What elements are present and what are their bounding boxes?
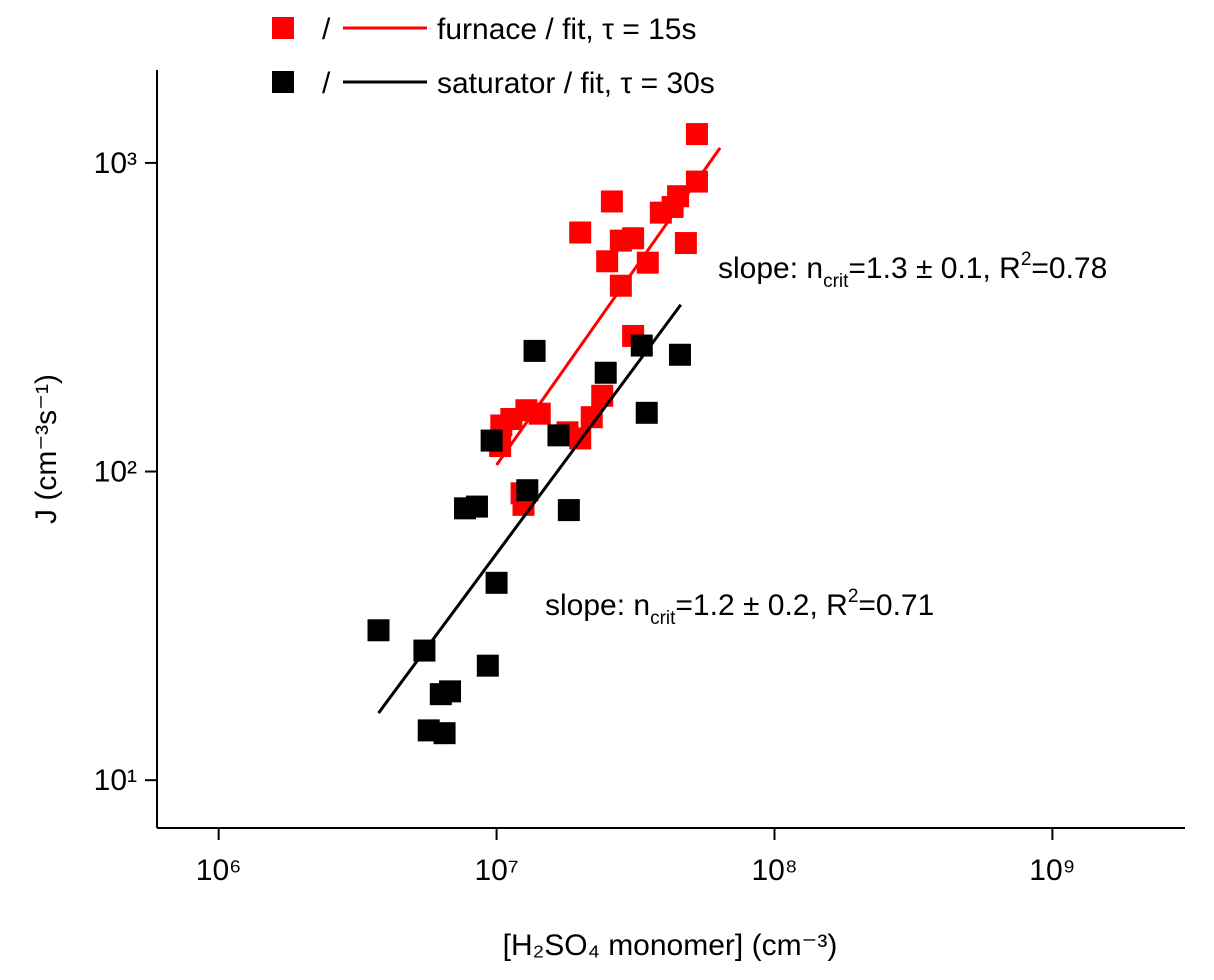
marker [635, 401, 658, 424]
annotation-part: crit [650, 608, 676, 629]
marker [596, 250, 619, 273]
marker [580, 406, 603, 429]
fit-line [377, 303, 682, 714]
marker [476, 654, 499, 677]
annotation: slope: ncrit=1.2 ± 0.2, R2=0.71 [545, 586, 934, 629]
annotation-part: slope: n [718, 252, 823, 285]
annotation-part: =1.2 ± 0.2, R [675, 589, 847, 622]
legend-label: furnace / fit, τ = 15s [437, 13, 696, 46]
x-tick-label: 10⁶ [196, 854, 242, 887]
y-axis-label: J (cm⁻³s⁻¹) [30, 374, 63, 524]
legend-marker [272, 17, 294, 39]
x-axis-label: [H₂SO₄ monomer] (cm⁻³) [503, 929, 838, 962]
marker [439, 680, 462, 703]
annotation-part: 2 [1021, 249, 1032, 270]
x-tick-label: 10⁹ [1029, 854, 1075, 887]
x-tick-label: 10⁸ [751, 854, 797, 887]
annotation-part: =0.71 [858, 589, 934, 622]
y-tick-label: 10³ [94, 147, 137, 180]
annotation: slope: ncrit=1.3 ± 0.1, R2=0.78 [718, 249, 1107, 292]
legend-separator: / [322, 67, 331, 100]
marker [433, 722, 456, 745]
marker [465, 495, 488, 518]
x-tick-label: 10⁷ [474, 854, 518, 887]
y-tick-label: 10¹ [94, 764, 137, 797]
annotation-part: =1.3 ± 0.1, R [848, 252, 1020, 285]
marker [547, 424, 570, 447]
marker [367, 619, 390, 642]
marker [480, 429, 503, 452]
marker [557, 499, 580, 522]
annotation-part: crit [823, 271, 849, 292]
marker [594, 361, 617, 384]
marker [591, 384, 614, 407]
legend-separator: / [322, 13, 331, 46]
annotation-part: slope: n [545, 589, 650, 622]
legend-label: saturator / fit, τ = 30s [437, 67, 715, 100]
marker [609, 229, 632, 252]
annotation-part: 2 [848, 586, 859, 607]
marker [674, 232, 697, 255]
marker [600, 190, 623, 213]
y-tick-label: 10² [94, 456, 137, 489]
marker [523, 339, 546, 362]
marker [649, 201, 672, 224]
marker [485, 571, 508, 594]
marker [668, 343, 691, 366]
marker [569, 221, 592, 244]
marker [516, 479, 539, 502]
legend-marker [272, 71, 294, 93]
fit-line [495, 146, 722, 466]
annotation-part: =0.78 [1031, 252, 1107, 285]
marker [685, 123, 708, 146]
